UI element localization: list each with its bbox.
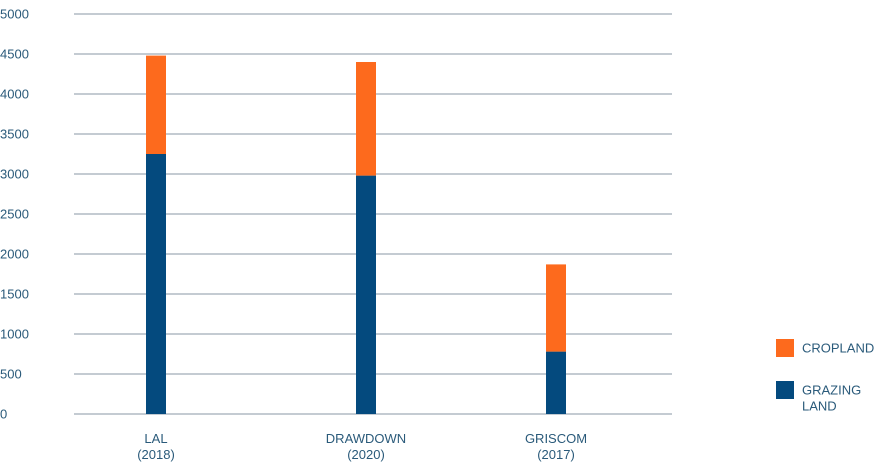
legend-swatch: [776, 339, 794, 357]
y-tick-label: 2000: [0, 247, 29, 262]
y-tick-label: 4500: [0, 47, 29, 62]
y-tick-label: 500: [0, 367, 22, 382]
bar-segment: [546, 351, 566, 414]
bar-segment: [356, 175, 376, 414]
bar-segment: [356, 62, 376, 176]
bar-segment: [146, 55, 166, 154]
x-tick-label: GRISCOM: [525, 431, 587, 446]
x-tick-label: LAL: [144, 431, 167, 446]
y-tick-label: 5000: [0, 7, 29, 22]
x-tick-label: (2020): [347, 447, 385, 462]
legend-label: GRAZING: [802, 383, 861, 398]
legend-label: CROPLAND: [802, 341, 874, 356]
y-tick-label: 1500: [0, 287, 29, 302]
y-tick-label: 0: [0, 407, 7, 422]
y-tick-label: 4000: [0, 87, 29, 102]
legend-label: LAND: [802, 399, 837, 414]
x-tick-label: (2017): [537, 447, 575, 462]
x-tick-label: (2018): [137, 447, 175, 462]
y-tick-label: 1000: [0, 327, 29, 342]
y-tick-label: 3000: [0, 167, 29, 182]
bar-segment: [546, 264, 566, 352]
y-tick-label: 3500: [0, 127, 29, 142]
y-tick-label: 2500: [0, 207, 29, 222]
bar-segment: [146, 154, 166, 414]
legend-swatch: [776, 381, 794, 399]
x-tick-label: DRAWDOWN: [326, 431, 406, 446]
